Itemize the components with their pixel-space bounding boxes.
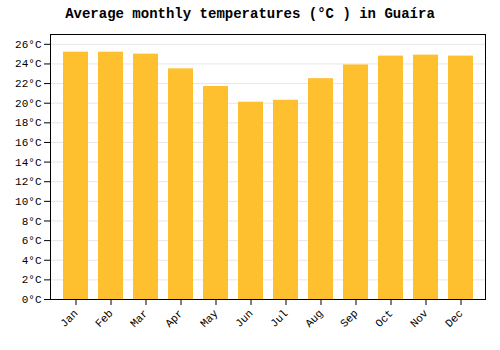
svg-text:16°C: 16°C <box>15 137 42 149</box>
svg-text:14°C: 14°C <box>15 157 42 169</box>
svg-text:Feb: Feb <box>93 307 115 329</box>
svg-text:Dec: Dec <box>443 307 465 329</box>
svg-text:20°C: 20°C <box>15 98 42 110</box>
svg-text:12°C: 12°C <box>15 176 42 188</box>
svg-text:Jun: Jun <box>233 307 255 329</box>
svg-text:2°C: 2°C <box>22 274 42 286</box>
svg-text:Mar: Mar <box>128 307 150 329</box>
svg-text:26°C: 26°C <box>15 39 42 51</box>
svg-text:6°C: 6°C <box>22 235 42 247</box>
svg-text:24°C: 24°C <box>15 58 42 70</box>
svg-text:Aug: Aug <box>303 307 325 329</box>
svg-text:18°C: 18°C <box>15 117 42 129</box>
html-text:Average monthly temperatures (: Average monthly temperatures (°C ) in Gu… <box>65 6 435 22</box>
svg-text:Apr: Apr <box>163 307 185 329</box>
svg-text:Jan: Jan <box>58 307 80 329</box>
svg-text:0°C: 0°C <box>22 294 42 306</box>
svg-text:May: May <box>198 307 221 330</box>
svg-text:Nov: Nov <box>408 307 431 330</box>
svg-text:Sep: Sep <box>338 307 360 329</box>
svg-text:10°C: 10°C <box>15 196 42 208</box>
svg-text:8°C: 8°C <box>22 216 42 228</box>
svg-text:Jul: Jul <box>268 307 290 329</box>
svg-text:Oct: Oct <box>373 307 395 329</box>
svg-text:22°C: 22°C <box>15 78 42 90</box>
svg-text:4°C: 4°C <box>22 255 42 267</box>
